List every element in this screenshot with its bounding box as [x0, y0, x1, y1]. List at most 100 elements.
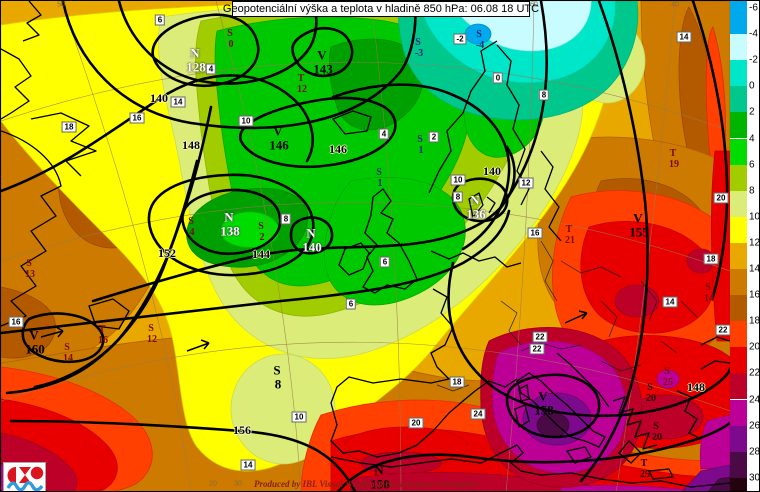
- grid-coordinate-label: 30: [234, 480, 242, 488]
- colorbar-tick-label: 26: [749, 420, 760, 432]
- colorbar-band: [730, 399, 747, 426]
- wind-arrow-icons: [40, 310, 588, 352]
- pressure-center-value: 128: [186, 59, 206, 75]
- pressure-center-value: 158: [534, 402, 554, 418]
- pressure-center-letter: V: [538, 388, 548, 404]
- isotherm-label: 14: [676, 31, 692, 43]
- colorbar-tick-label: 28: [749, 446, 760, 458]
- height-contour-label: 144: [252, 247, 270, 261]
- colorbar-tick-label: 12: [749, 237, 760, 249]
- colorbar-band: [730, 295, 747, 322]
- pressure-center-value: 150: [370, 476, 390, 492]
- temp-extreme-letter: S: [476, 29, 482, 40]
- pressure-center-letter: V: [273, 123, 283, 139]
- pressure-center-letter: V: [633, 210, 643, 226]
- temp-extreme-value: 14: [704, 293, 714, 304]
- temp-extreme-letter: S: [26, 258, 32, 269]
- temp-extreme-value: 4: [189, 227, 195, 238]
- isotherm-label: 20: [713, 192, 729, 204]
- temp-extreme-value: 1: [377, 178, 383, 189]
- temp-extreme-value: 0: [228, 39, 234, 50]
- isotherm-label: 4: [378, 128, 390, 140]
- temp-extreme-letter: S: [376, 167, 382, 178]
- colorbar-tick-label: 24: [749, 394, 760, 405]
- pressure-center-value: 140: [302, 239, 322, 255]
- colorbar-tick-label: 4: [749, 133, 755, 144]
- pressure-center-letter: V: [29, 327, 39, 343]
- logo-halfdisc: [7, 467, 16, 484]
- temp-extreme-value: -4: [475, 40, 485, 51]
- height-contour-label: 156: [233, 423, 251, 437]
- colorbar-band: [730, 1, 747, 35]
- grid-coordinate-label: 50: [530, 1, 538, 9]
- isotherm-label: 22: [715, 324, 731, 336]
- colorbar-tick-label: 0: [749, 80, 755, 92]
- height-contour-label: 152: [158, 246, 176, 260]
- temp-extreme-letter: T: [297, 73, 305, 84]
- pressure-center-letter: S: [273, 362, 281, 378]
- isotherm-label: 12: [518, 177, 534, 189]
- isotherm-label: 20: [408, 417, 424, 429]
- map-title: Geopotenciální výška a teplota v hladině…: [222, 3, 540, 15]
- pressure-center-letter: N: [470, 192, 480, 208]
- temp-extreme-value: 12: [297, 84, 307, 95]
- temp-extreme-letter: S: [415, 37, 421, 48]
- temp-extreme-value: 25: [640, 469, 650, 480]
- temp-extreme-value: 16: [98, 335, 108, 346]
- temp-extreme-value: 19: [669, 159, 679, 170]
- credit-line: Produced by IBL Visual Weather meteorolo…: [254, 479, 479, 489]
- colorbar-tick-label: 30: [749, 472, 760, 484]
- isotherm-label: 8: [280, 213, 292, 225]
- colorbar-band: [730, 112, 747, 139]
- colorbar-band: [730, 477, 747, 491]
- isotherm-label: 8: [452, 191, 464, 203]
- isotherm-label: -2: [453, 33, 467, 45]
- colorbar-tick-label: -6: [749, 2, 758, 14]
- isotherm-label: 10: [238, 115, 254, 127]
- colorbar-band: [730, 347, 747, 374]
- colorbar-band: [730, 164, 747, 191]
- colorbar-band: [730, 138, 747, 165]
- isotherm-label: 6: [345, 298, 357, 310]
- temp-extreme-value: 13: [25, 269, 35, 280]
- logo-circle: [30, 466, 44, 480]
- isotherm-label: 14: [662, 296, 678, 308]
- chmi-logo: [3, 462, 46, 491]
- pressure-center-value: 155: [629, 224, 649, 240]
- pressure-center-value: 138: [220, 223, 240, 239]
- temp-extreme-letter: S: [64, 342, 70, 353]
- height-contour-label: 140: [150, 91, 168, 105]
- grid-coordinate-label: 40: [671, 1, 679, 9]
- temp-extreme-value: 2: [259, 232, 265, 243]
- pressure-center-letter: N: [224, 209, 234, 225]
- isotherm-label: 22: [532, 331, 548, 343]
- isotherm-label: 2: [428, 131, 440, 143]
- isotherm-label: 6: [154, 14, 166, 26]
- isotherm-label: 10: [450, 174, 466, 186]
- colorbar-band: [730, 60, 747, 87]
- colorbar-band: [730, 451, 747, 478]
- colorbar-tick-label: 8: [749, 185, 755, 197]
- colorbar-band: [730, 321, 747, 348]
- temp-extreme-value: 20: [652, 432, 662, 443]
- isotherm-label: 16: [527, 227, 543, 239]
- logo-wave: [6, 481, 44, 491]
- temp-extreme-letter: S: [705, 282, 711, 293]
- isotherm-label: 10: [291, 411, 307, 423]
- pressure-center-value: 146: [269, 137, 289, 153]
- colorbar-band: [730, 216, 747, 243]
- temperature-colorbar: -6 -4 -2 0 2 4 6 8 10 12 14 16 18 20 22 24 26 28 30: [730, 1, 760, 491]
- colorbar-tick-label: 20: [749, 341, 760, 353]
- colorbar-band: [730, 242, 747, 269]
- logo-triangle-bottom: [19, 475, 31, 483]
- temp-extreme-letter: T: [98, 324, 106, 335]
- colorbar-tick-label: 22: [749, 367, 760, 379]
- isotherm-label: 16: [129, 112, 145, 124]
- pressure-center-letter: V: [317, 47, 327, 63]
- isotherm-label: 18: [61, 121, 77, 133]
- pressure-center-letter: N: [306, 225, 316, 241]
- height-contour-label: 146: [329, 142, 347, 156]
- colorbar-tick-label: 10: [749, 211, 760, 223]
- temp-extreme-value: 25: [663, 377, 673, 388]
- temp-extreme-letter: S: [647, 382, 653, 393]
